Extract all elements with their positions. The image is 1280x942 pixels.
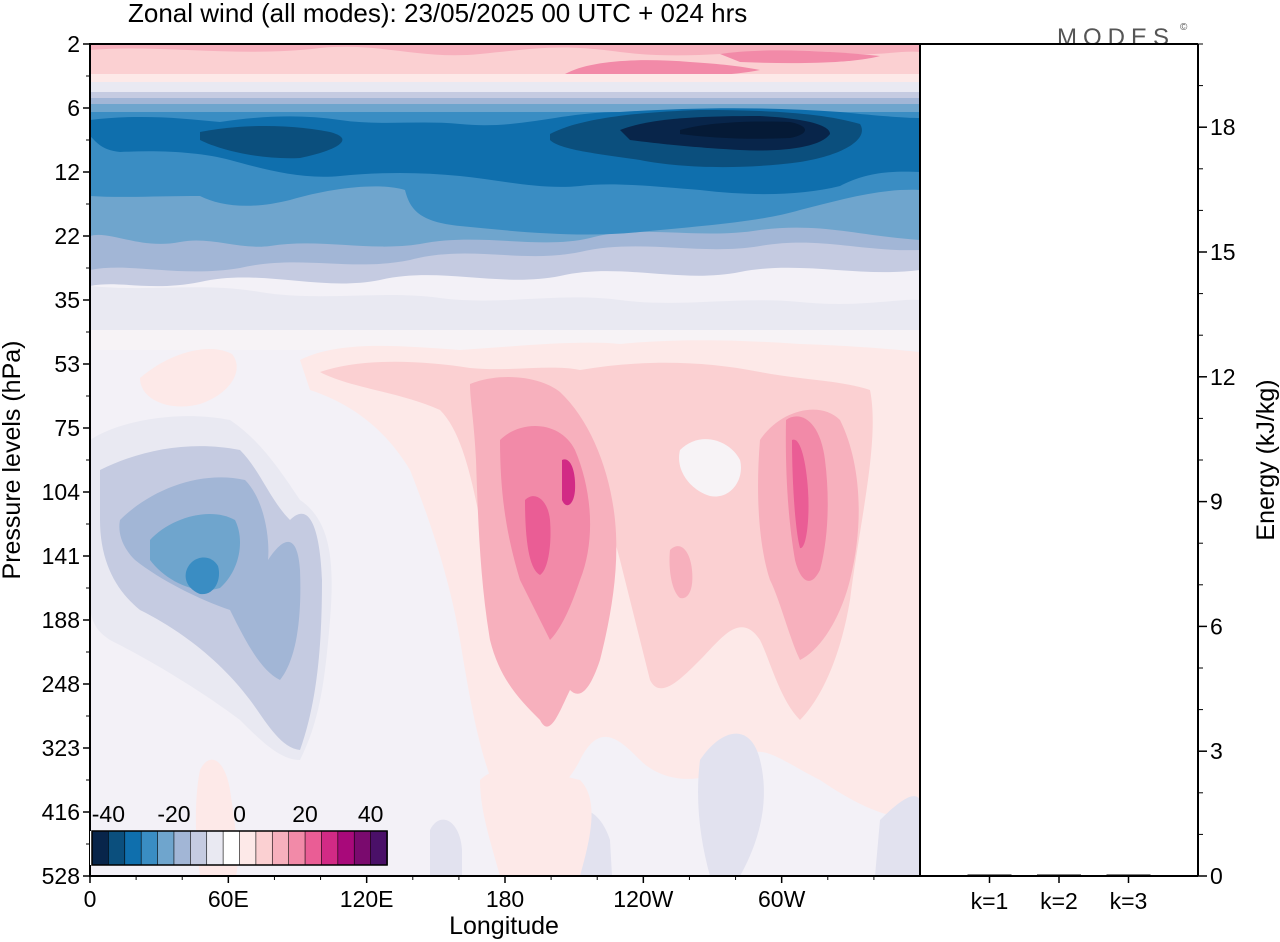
transition-band — [90, 74, 920, 84]
bar-category-label: k=1 — [971, 888, 1009, 914]
easterly-core-west — [200, 126, 343, 159]
energy-tick-label: 6 — [1210, 613, 1223, 639]
lower-easterly-spot-2 — [430, 819, 462, 876]
lower-easterly-spot-4 — [875, 796, 920, 876]
energy-bar — [967, 874, 1012, 876]
easterly-core-extreme — [680, 121, 805, 139]
y-tick-label: 248 — [42, 671, 80, 697]
x-tick-label: 60E — [208, 886, 249, 912]
top-westerly-max — [565, 60, 760, 78]
y-tick-label: 141 — [42, 543, 80, 569]
colorbar-swatch — [190, 830, 208, 866]
top-westerly-core — [90, 44, 920, 56]
x-tick-label: 180 — [486, 886, 524, 912]
y-tick-label: 35 — [54, 287, 80, 313]
y-tick-label: 75 — [54, 415, 80, 441]
energy-axis: 0 3 6 9 12 15 18 — [1198, 43, 1236, 889]
colorbar-swatch — [206, 830, 224, 866]
chart-title: Zonal wind (all modes): 23/05/2025 00 UT… — [128, 0, 747, 28]
y-tick-label: 416 — [42, 799, 80, 825]
colorbar-swatch — [91, 830, 110, 866]
y-axis-label: Pressure levels (hPa) — [0, 341, 26, 580]
lower-westerly-spot-2 — [480, 768, 592, 876]
tropo-calm-spot — [679, 439, 741, 497]
y-tick-label: 2 — [67, 31, 80, 57]
colorbar-swatch — [337, 830, 356, 866]
colorbar-swatch — [370, 830, 388, 866]
energy-tick-label: 9 — [1210, 489, 1223, 515]
y-tick-label: 6 — [67, 95, 80, 121]
energy-tick-label: 0 — [1210, 863, 1223, 889]
colorbar-swatch — [353, 830, 372, 866]
energy-bar — [1037, 874, 1081, 876]
colorbar-tick-label: 40 — [358, 801, 384, 827]
easterly-tropo-core — [185, 557, 220, 595]
y-tick-label: 53 — [54, 351, 80, 377]
x-tick-label: 60W — [758, 886, 806, 912]
colorbar-swatch — [271, 830, 290, 866]
bar-category-label: k=3 — [1110, 888, 1148, 914]
x-tick-label: 120W — [613, 886, 673, 912]
y-tick-label: 528 — [42, 863, 80, 889]
energy-bar-panel: 0 3 6 9 12 15 18 k=1 k=2 k=3 Energy (kJ/kg) — [920, 43, 1280, 914]
tropo-westerly-2 — [320, 361, 873, 720]
colorbar-swatch — [157, 830, 175, 866]
y-tick-label: 12 — [54, 159, 80, 185]
colorbar-swatches — [91, 830, 388, 866]
energy-tick-label: 12 — [1210, 364, 1236, 390]
heatmap-axes: 0 60E 120E 180 120W 60W 2 6 12 22 35 53 75 104 141 188 2… — [42, 31, 875, 912]
y-tick-label: 323 — [42, 735, 80, 761]
colorbar-swatch — [288, 830, 306, 866]
tropo-jet-east-core — [792, 439, 809, 549]
y-tick-label: 22 — [54, 223, 80, 249]
lower-easterly-spot-1 — [698, 733, 764, 876]
colorbar-swatch — [173, 830, 192, 866]
brand-mark: © — [1180, 22, 1188, 33]
energy-axis-label: Energy (kJ/kg) — [1252, 379, 1280, 540]
colorbar-swatch — [321, 830, 339, 866]
colorbar-swatch — [124, 830, 142, 866]
energy-bar — [1106, 874, 1151, 876]
colorbar-tick-label: -20 — [157, 801, 190, 827]
colorbar-swatch — [239, 830, 257, 866]
y-tick-label: 104 — [42, 479, 81, 505]
heatmap-field — [90, 44, 920, 876]
top-westerly-max-2 — [720, 50, 880, 64]
transition-band-3 — [90, 286, 920, 330]
transition-band-2 — [90, 82, 920, 92]
brand-logo: MODES — [1057, 24, 1175, 51]
colorbar-frame — [91, 830, 388, 866]
tropo-jet-west-max — [562, 459, 576, 506]
colorbar-swatch — [140, 830, 159, 866]
tropo-westerly-patch-west — [140, 348, 237, 407]
x-tick-label: 120E — [340, 886, 394, 912]
x-tick-label: 0 — [84, 886, 97, 912]
colorbar-swatch — [108, 830, 126, 866]
colorbar-swatch — [255, 830, 274, 866]
bar-category-label: k=2 — [1040, 888, 1078, 914]
energy-tick-label: 18 — [1210, 114, 1236, 140]
y-tick-label: 188 — [42, 607, 80, 633]
colorbar-tick-label: 20 — [292, 801, 318, 827]
tropo-jet-west-core — [525, 496, 551, 575]
colorbar-tick-label: -40 — [92, 801, 125, 827]
colorbar: -40 -20 0 20 40 — [90, 801, 388, 866]
colorbar-tick-label: 0 — [233, 801, 246, 827]
tropo-westerly-spot — [669, 546, 693, 599]
colorbar-tick-labels: -40 -20 0 20 40 — [92, 801, 384, 827]
colorbar-swatch — [304, 830, 323, 866]
energy-tick-label: 15 — [1210, 239, 1236, 265]
colorbar-swatch — [222, 830, 241, 866]
energy-bars: k=1 k=2 k=3 — [967, 874, 1151, 914]
x-axis-label: Longitude — [449, 912, 559, 940]
energy-tick-label: 3 — [1210, 738, 1223, 764]
